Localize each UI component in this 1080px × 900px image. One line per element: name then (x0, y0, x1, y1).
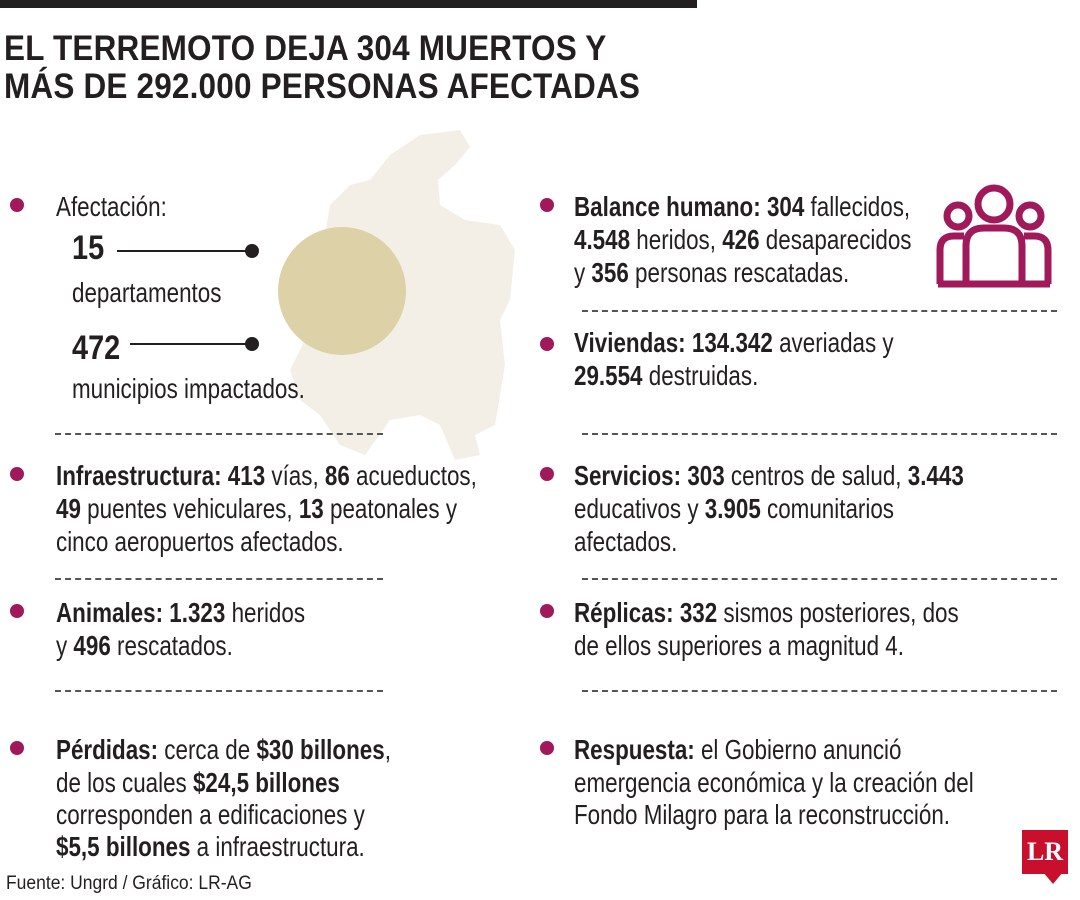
map-highlight-circle (278, 227, 406, 355)
animales-line-2: y 496 rescatados. (56, 630, 233, 661)
municipios-label: municipios impactados. (72, 373, 305, 404)
bullet-perdidas (10, 741, 24, 755)
infraestructura-line-2: 49 puentes vehiculares, 13 peatonales y (56, 493, 458, 524)
replicas-line-2: de ellos superiores a magnitud 4. (574, 630, 904, 661)
departamentos-value: 15 (72, 229, 105, 267)
bullet-replicas (540, 604, 554, 618)
municipios-value: 472 (72, 329, 121, 367)
divider-right-1 (582, 310, 1057, 312)
viviendas-line-1: Viviendas: 134.342 averiadas y (574, 327, 894, 358)
title-line-1: EL TERREMOTO DEJA 304 MUERTOS Y (4, 29, 607, 68)
divider-left-2 (55, 578, 383, 580)
bullet-viviendas (540, 337, 554, 351)
servicios-line-1: Servicios: 303 centros de salud, 3.443 (574, 460, 964, 491)
bullet-balance (540, 198, 554, 212)
title-line-2: MÁS DE 292.000 PERSONAS AFECTADAS (4, 67, 641, 106)
municipios-leader-dot (245, 337, 259, 351)
departamentos-leader (117, 250, 251, 252)
balance-line-2: 4.548 heridos, 426 desaparecidos (574, 224, 912, 255)
lr-logo-tail (1043, 872, 1063, 884)
lr-logo: LR (1022, 830, 1068, 874)
bullet-animales (10, 604, 24, 618)
servicios-line-2: educativos y 3.905 comunitarios (574, 493, 895, 524)
afectacion-label: Afectación: (56, 191, 167, 222)
balance-line-3: y 356 personas rescatadas. (574, 257, 850, 288)
replicas-line-1: Réplicas: 332 sismos posteriores, dos (574, 597, 959, 628)
people-group-icon (936, 184, 1052, 288)
perdidas-line-2: de los cuales $24,5 billones (56, 767, 340, 798)
perdidas-line-1: Pérdidas: cerca de $30 billones, (56, 734, 391, 765)
bullet-afectacion (10, 198, 24, 212)
divider-right-4 (582, 690, 1057, 692)
municipios-leader (130, 343, 251, 345)
divider-left-1 (55, 433, 383, 435)
bullet-infraestructura (10, 467, 24, 481)
top-rule (0, 0, 697, 8)
divider-left-3 (55, 690, 383, 692)
viviendas-line-2: 29.554 destruidas. (574, 360, 759, 391)
divider-right-3 (582, 578, 1057, 580)
infraestructura-line-1: Infraestructura: 413 vías, 86 acueductos… (56, 460, 477, 491)
animales-line-1: Animales: 1.323 heridos (56, 597, 306, 628)
source-credit: Fuente: Ungrd / Gráfico: LR-AG (6, 873, 252, 894)
servicios-line-3: afectados. (574, 526, 678, 557)
respuesta-line-2: emergencia económica y la creación del (574, 767, 974, 798)
bullet-servicios (540, 467, 554, 481)
page-title: EL TERREMOTO DEJA 304 MUERTOS Y MÁS DE 2… (4, 30, 652, 106)
respuesta-line-1: Respuesta: el Gobierno anunció (574, 734, 902, 765)
perdidas-line-3: corresponden a edificaciones y (56, 799, 365, 830)
infraestructura-line-3: cinco aeropuertos afectados. (56, 526, 344, 557)
perdidas-line-4: $5,5 billones a infraestructura. (56, 831, 365, 862)
departamentos-label: departamentos (72, 277, 222, 308)
respuesta-line-3: Fondo Milagro para la reconstrucción. (574, 799, 951, 830)
bullet-respuesta (540, 741, 554, 755)
divider-right-2 (582, 433, 1057, 435)
balance-line-1: Balance humano: 304 fallecidos, (574, 191, 911, 222)
departamentos-leader-dot (245, 244, 259, 258)
